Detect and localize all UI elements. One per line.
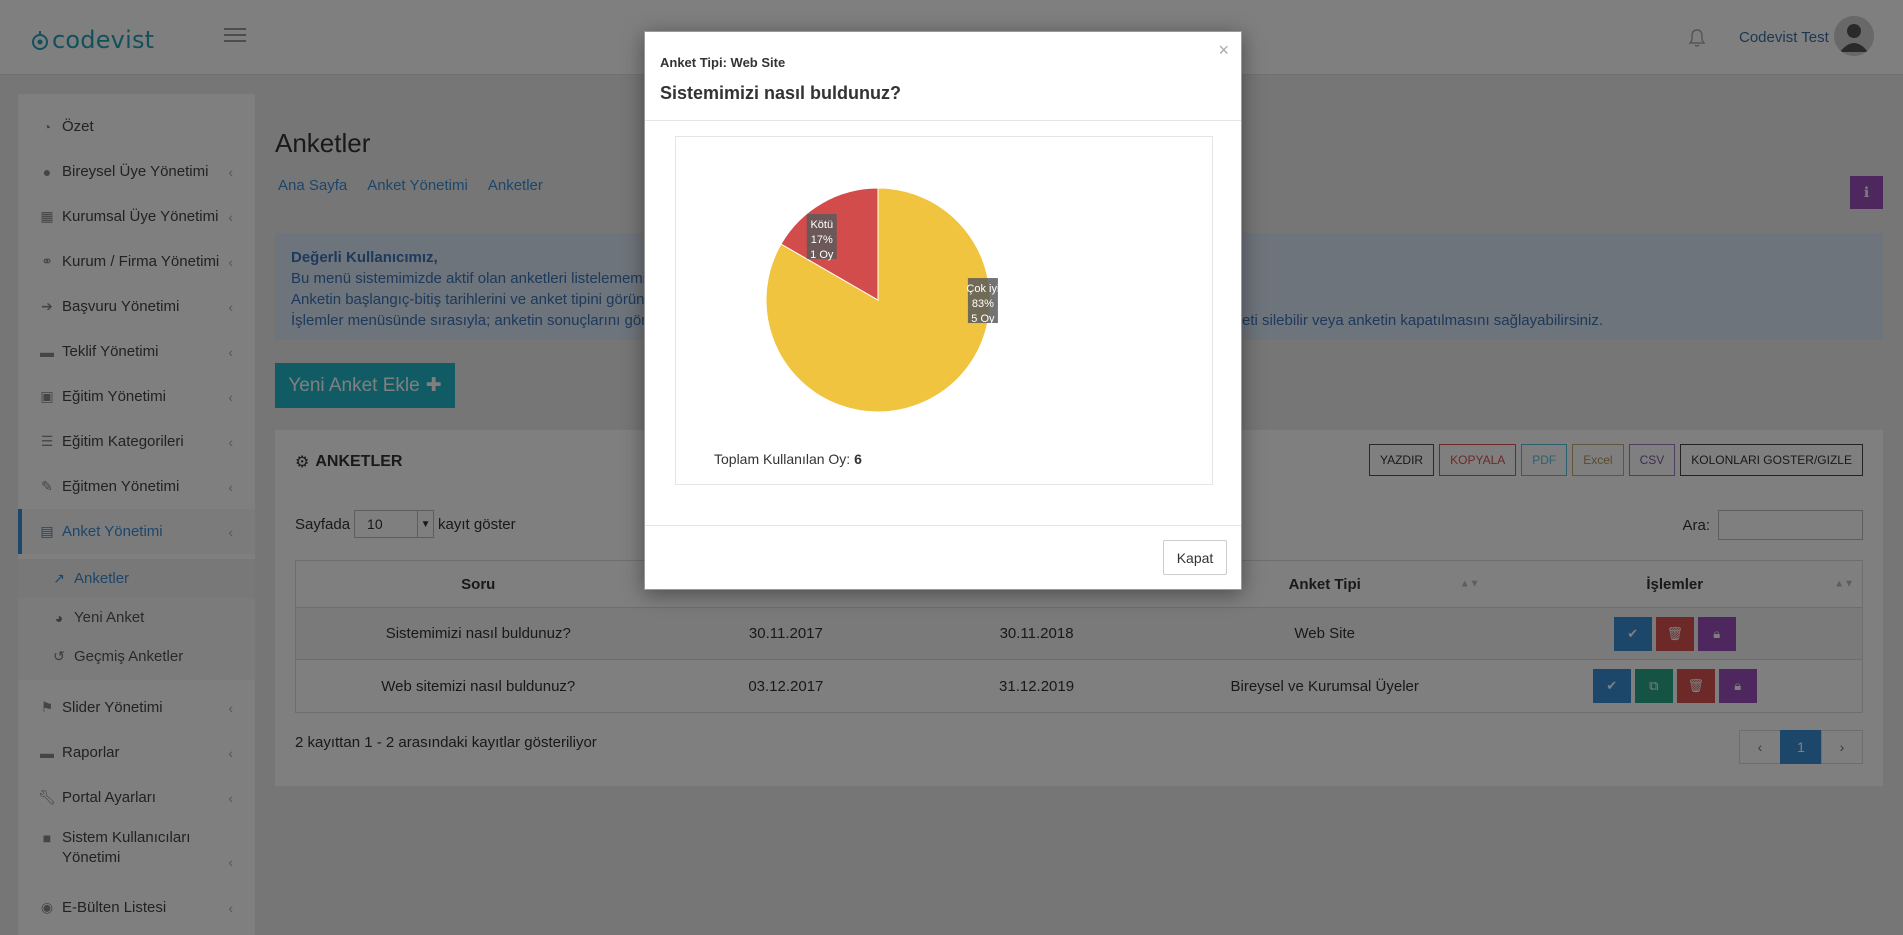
- close-button[interactable]: Kapat: [1163, 540, 1227, 575]
- total-votes: Toplam Kullanılan Oy: 6: [714, 451, 862, 467]
- total-votes-label: Toplam Kullanılan Oy:: [714, 451, 851, 467]
- pie-label-text-0-0: Çok iyi: [966, 283, 999, 295]
- modal-subtitle: Anket Tipi: Web Site: [660, 55, 786, 70]
- divider: [645, 120, 1241, 121]
- total-votes-value: 6: [854, 451, 862, 467]
- pie-label-text-0-2: 5 Oy: [971, 313, 995, 325]
- pie-label-text-1-0: Kötü: [810, 219, 833, 231]
- pie-label-bg-1: [806, 214, 837, 260]
- pie-label-text-1-1: 17%: [811, 234, 833, 246]
- close-icon[interactable]: ×: [1218, 40, 1229, 60]
- survey-results-modal: × Anket Tipi: Web Site Sistemimizi nasıl…: [644, 31, 1242, 590]
- divider: [645, 525, 1241, 526]
- modal-title: Sistemimizi nasıl buldunuz?: [660, 83, 902, 103]
- pie-label-text-0-1: 83%: [972, 298, 994, 310]
- pie-label-0: Çok iyi 83% 5 Oy: [966, 278, 999, 325]
- pie-label-1: Kötü 17% 1 Oy: [806, 214, 837, 261]
- chart-container: Çok iyi 83% 5 Oy Kötü 17% 1 Oy Toplam Kullanı…: [675, 136, 1213, 485]
- pie-chart: Çok iyi 83% 5 Oy Kötü 17% 1 Oy: [765, 187, 999, 413]
- pie-label-bg-0: [967, 278, 998, 324]
- pie-label-text-1-2: 1 Oy: [810, 249, 834, 261]
